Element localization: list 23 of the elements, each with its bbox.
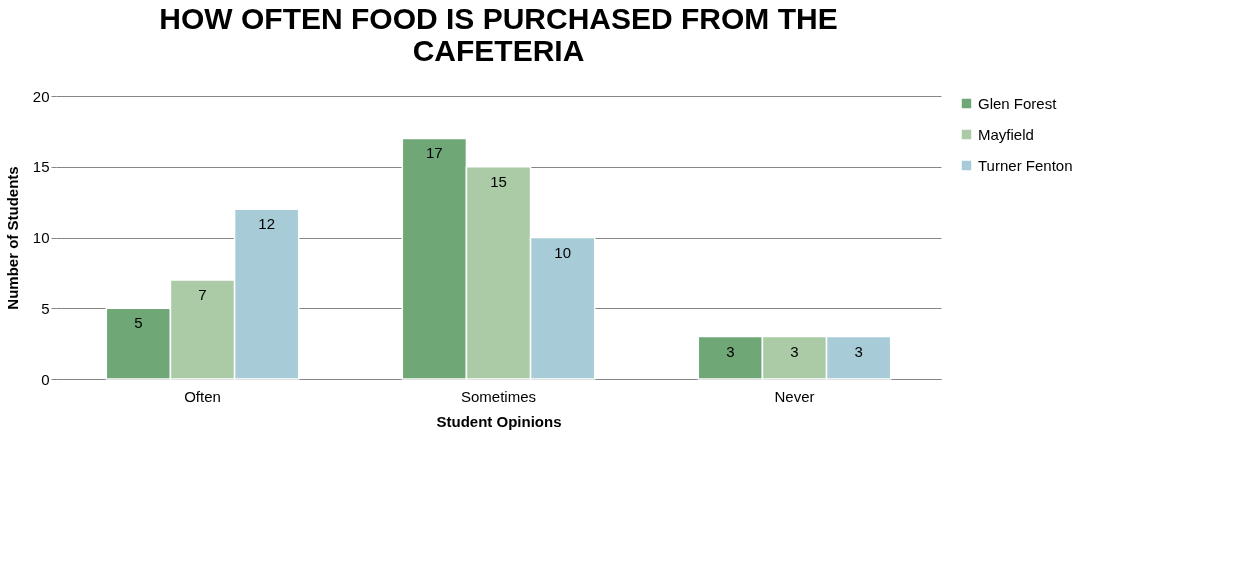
- legend-label: Mayfield: [978, 125, 1034, 143]
- y-tick-label: 15: [32, 158, 50, 176]
- data-label: 3: [726, 342, 735, 360]
- data-label: 3: [790, 342, 799, 360]
- legend-label: Glen Forest: [978, 94, 1058, 112]
- x-tick-label: Never: [774, 387, 815, 405]
- y-tick-label: 20: [32, 87, 50, 105]
- legend-label: Turner Fenton: [978, 156, 1073, 174]
- data-label: 3: [854, 342, 863, 360]
- data-label: 10: [554, 243, 571, 261]
- y-tick-label: 0: [41, 370, 50, 388]
- data-label: 17: [426, 144, 443, 162]
- x-tick-label: Often: [184, 387, 221, 405]
- x-tick-label: Sometimes: [460, 387, 537, 405]
- chart-title: HOW OFTEN FOOD IS PURCHASED FROM THE CAFETERIA: [159, 2, 838, 67]
- data-label: 12: [258, 215, 275, 233]
- data-label: 5: [134, 314, 143, 332]
- y-tick-label: 5: [41, 299, 50, 317]
- y-axis-title: Number of Students: [3, 166, 21, 310]
- x-axis-title: Student Opinions: [436, 412, 562, 430]
- data-label: 15: [490, 172, 507, 190]
- data-label: 7: [198, 285, 207, 303]
- y-tick-label: 10: [32, 229, 50, 246]
